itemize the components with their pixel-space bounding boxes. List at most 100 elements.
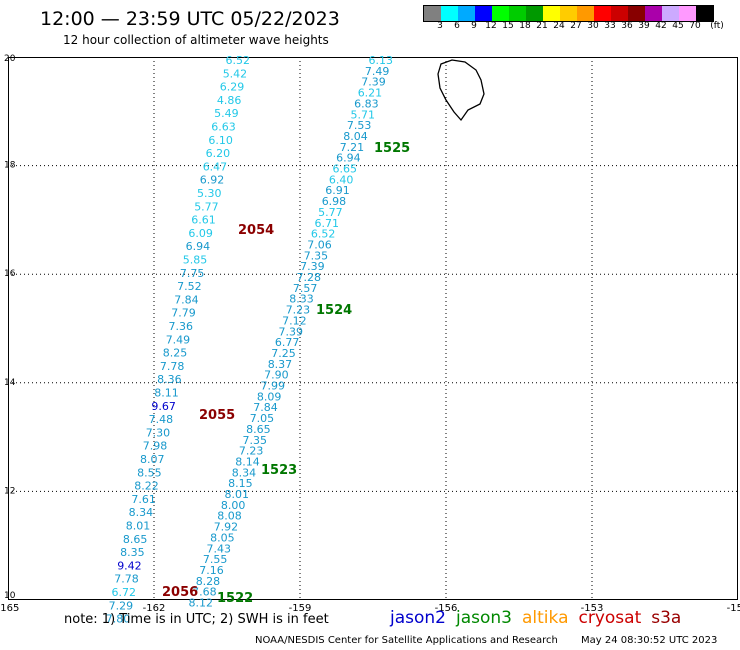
wave-height-value: 8.00 xyxy=(221,499,246,512)
wave-height-value: 7.78 xyxy=(114,573,139,586)
wave-height-value: 6.83 xyxy=(354,97,379,110)
wave-height-value: 7.79 xyxy=(171,307,196,320)
x-tick-label: -159 xyxy=(289,603,312,614)
y-tick-label: 14 xyxy=(4,378,16,388)
wave-height-value: 6.20 xyxy=(206,147,231,160)
legend-swatch xyxy=(458,6,475,21)
satellite-legend-cryosat: cryosat xyxy=(578,608,642,628)
wave-height-value: 7.23 xyxy=(239,445,264,458)
legend-label: 24 xyxy=(553,21,565,31)
wave-height-value: 8.01 xyxy=(225,488,250,501)
wave-height-value: 5.85 xyxy=(183,254,208,267)
legend-swatch xyxy=(441,6,458,21)
orbit-number-label: 2056 xyxy=(162,585,198,600)
legend-swatch xyxy=(645,6,662,21)
wave-height-value: 6.92 xyxy=(200,174,225,187)
wave-height-value: 5.77 xyxy=(194,200,219,213)
wave-height-value: 7.57 xyxy=(293,282,318,295)
color-legend-bar xyxy=(423,5,714,22)
wave-height-value: 8.09 xyxy=(257,390,282,403)
wave-height-value: 7.49 xyxy=(166,333,191,346)
wave-height-value: 8.25 xyxy=(163,347,188,360)
wave-height-value: 6.71 xyxy=(315,217,340,230)
satellite-legend-altika: altika xyxy=(522,608,569,628)
legend-label: 21 xyxy=(536,21,548,31)
wave-height-value: 8.05 xyxy=(210,531,235,544)
wave-height-value: 7.78 xyxy=(160,360,185,373)
orbit-labels: 1525 2054 1524 2055 1523 2056 1522 xyxy=(162,141,410,606)
wave-height-value: 7.16 xyxy=(199,564,224,577)
wave-height-value: 6.72 xyxy=(112,586,137,599)
wave-height-value: 6.63 xyxy=(211,121,236,134)
legend-swatch xyxy=(662,6,679,21)
wave-height-value: 6.09 xyxy=(188,227,213,240)
legend-swatch xyxy=(611,6,628,21)
wave-height-value: 9.42 xyxy=(117,559,142,572)
y-tick-label: 16 xyxy=(4,269,16,279)
legend-swatch xyxy=(628,6,645,21)
wave-height-value: 8.35 xyxy=(120,546,145,559)
hawaii-island-outline xyxy=(437,59,485,122)
wave-height-value: 7.29 xyxy=(109,599,134,612)
x-tick-label: -153 xyxy=(581,603,604,614)
wave-height-value: 8.37 xyxy=(268,358,293,371)
wave-height-value: 7.84 xyxy=(174,293,199,306)
legend-swatch xyxy=(560,6,577,21)
wave-height-value: 7.75 xyxy=(180,267,205,280)
wave-height-value: 7.39 xyxy=(361,76,386,89)
wave-height-value: 6.21 xyxy=(358,87,383,100)
wave-height-value: 6.77 xyxy=(275,336,300,349)
legend-label: 39 xyxy=(638,21,650,31)
x-tick-label: -156 xyxy=(435,603,458,614)
legend-label: 36 xyxy=(621,21,633,31)
wave-height-value: 7.36 xyxy=(169,320,194,333)
wave-height-value: 5.42 xyxy=(223,67,248,80)
satellite-legend-jason2: jason2 xyxy=(390,608,446,628)
wave-height-value: 8.28 xyxy=(196,575,221,588)
wave-height-value: 7.39 xyxy=(279,325,304,338)
wave-height-value: 7.43 xyxy=(207,542,232,555)
wave-height-value: 6.29 xyxy=(220,81,245,94)
footer-credit: NOAA/NESDIS Center for Satellite Applica… xyxy=(255,635,558,646)
satellite-legend-jason3: jason3 xyxy=(456,608,512,628)
wave-height-value: 7.06 xyxy=(307,238,332,251)
note-text: note: 1) Time is in UTC; 2) SWH is in fe… xyxy=(64,612,329,627)
legend-label: 15 xyxy=(502,21,514,31)
orbit-number-label: 2055 xyxy=(199,408,235,423)
wave-height-value: 7.28 xyxy=(297,271,322,284)
wave-height-value: 7.52 xyxy=(177,280,202,293)
wave-height-value: 6.94 xyxy=(186,240,211,253)
legend-label: 45 xyxy=(672,21,684,31)
wave-height-value: 7.99 xyxy=(261,380,286,393)
wave-height-value: 7.35 xyxy=(304,249,329,262)
y-tick-label: 18 xyxy=(4,161,16,171)
legend-unit: (ft) xyxy=(710,21,724,31)
wave-height-value: 7.68 xyxy=(192,586,217,599)
wave-height-value: 7.55 xyxy=(203,553,228,566)
x-tick-label: -165 xyxy=(0,603,19,614)
wave-height-value: 8.22 xyxy=(134,480,159,493)
wave-height-value: 8.34 xyxy=(129,506,154,519)
wave-height-value: 6.65 xyxy=(333,163,358,176)
wave-height-value: 7.48 xyxy=(149,413,174,426)
footer: NOAA/NESDIS Center for Satellite Applica… xyxy=(255,635,717,646)
wave-height-value: 9.67 xyxy=(151,400,176,413)
wave-height-value: 4.86 xyxy=(217,94,242,107)
wave-height-value: 7.39 xyxy=(300,260,325,273)
wave-height-value: 6.47 xyxy=(203,160,228,173)
legend-label: 9 xyxy=(471,21,477,31)
wave-height-value: 6.98 xyxy=(322,195,347,208)
wave-height-value: 8.36 xyxy=(157,373,182,386)
wave-height-value: 8.04 xyxy=(343,130,368,143)
legend-swatch xyxy=(526,6,543,21)
legend-swatch xyxy=(424,6,441,21)
satellite-legend-s3a: s3a xyxy=(651,608,682,628)
wave-height-value: 7.80 xyxy=(106,613,131,626)
wave-height-value: 8.33 xyxy=(289,293,314,306)
wave-height-value: 7.21 xyxy=(340,141,365,154)
wave-height-value: 8.12 xyxy=(189,597,214,610)
legend-label: 3 xyxy=(437,21,443,31)
wave-height-value: 8.55 xyxy=(137,466,162,479)
satellite-legend: jason2 jason3 altika cryosat s3a xyxy=(390,608,691,628)
x-tick-label: -150 xyxy=(727,603,740,614)
